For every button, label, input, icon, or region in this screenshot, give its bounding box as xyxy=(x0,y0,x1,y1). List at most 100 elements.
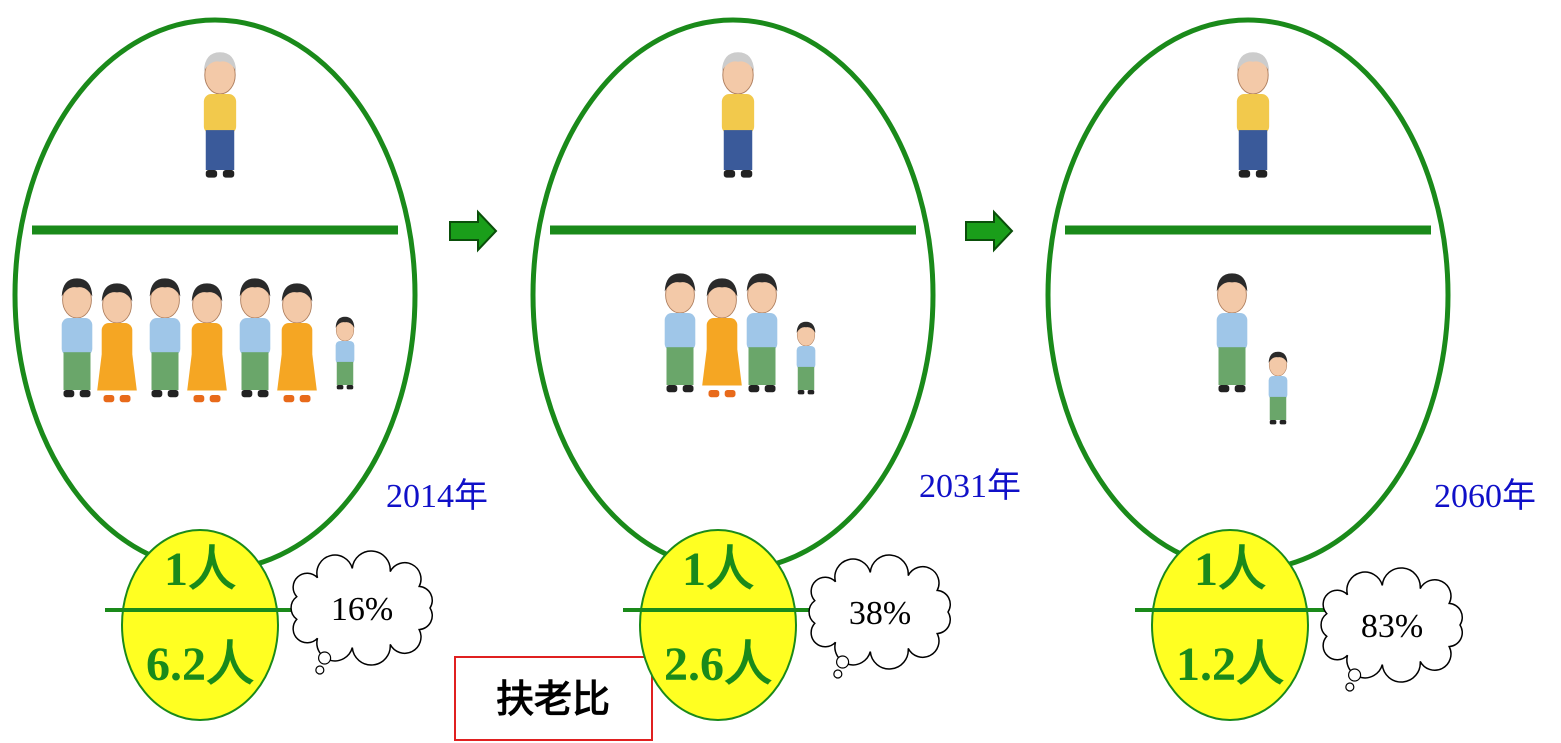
legs xyxy=(337,362,354,385)
skirt xyxy=(97,355,137,391)
person-icon xyxy=(722,52,754,177)
page: 扶老比 2014年 1人 6.2人 16% 2031年 1人 2.6人 38% 2060年 1人 1… xyxy=(0,0,1561,743)
ratio: 38% xyxy=(849,595,911,632)
cloud-dot xyxy=(1349,669,1361,681)
skirt xyxy=(277,355,317,391)
arrow xyxy=(450,212,496,250)
denominator: 2.6人 xyxy=(664,638,772,691)
person-icon xyxy=(62,278,93,397)
person-icon xyxy=(747,273,778,392)
year: 2031年 xyxy=(919,467,1021,505)
torso xyxy=(665,313,696,351)
person-icon xyxy=(277,283,317,402)
ratio: 83% xyxy=(1361,608,1423,645)
foot xyxy=(168,390,179,397)
person-icon xyxy=(187,283,227,402)
torso xyxy=(150,318,181,356)
foot xyxy=(206,170,217,178)
foot xyxy=(337,385,344,389)
torso xyxy=(1237,94,1269,134)
foot xyxy=(1270,420,1277,424)
infographic: 扶老比 2014年 1人 6.2人 16% 2031年 1人 2.6人 38% 2060年 1人 1… xyxy=(0,0,1561,743)
legs xyxy=(1219,347,1246,385)
foot xyxy=(683,385,694,392)
person-icon xyxy=(702,278,742,397)
torso xyxy=(797,346,816,369)
numerator: 1人 xyxy=(164,543,236,596)
foot xyxy=(1235,385,1246,392)
torso xyxy=(62,318,93,356)
panel: 2014年 1人 6.2人 16% xyxy=(15,20,488,720)
person-icon xyxy=(336,317,355,390)
legs xyxy=(1239,130,1268,170)
foot xyxy=(210,395,221,402)
person-icon xyxy=(1269,352,1288,425)
legs xyxy=(724,130,753,170)
cloud-dot xyxy=(319,652,331,664)
torso xyxy=(722,94,754,134)
foot xyxy=(104,395,115,402)
numerator: 1人 xyxy=(1194,543,1266,596)
person-icon xyxy=(797,322,816,395)
denominator: 1.2人 xyxy=(1176,638,1284,691)
foot xyxy=(724,170,735,178)
foot xyxy=(1256,170,1267,178)
foot xyxy=(709,390,720,397)
denominator: 6.2人 xyxy=(146,638,254,691)
foot xyxy=(667,385,678,392)
foot xyxy=(80,390,91,397)
cloud-dot xyxy=(316,666,324,674)
foot xyxy=(1280,420,1287,424)
foot xyxy=(300,395,311,402)
foot xyxy=(194,395,205,402)
torso xyxy=(747,313,778,351)
person-icon xyxy=(150,278,181,397)
legs xyxy=(152,352,179,390)
foot xyxy=(64,390,75,397)
foot xyxy=(741,170,752,178)
numerator: 1人 xyxy=(682,543,754,596)
foot xyxy=(765,385,776,392)
foot xyxy=(798,390,805,394)
person-icon xyxy=(665,273,696,392)
foot xyxy=(242,390,253,397)
cloud-dot xyxy=(834,670,842,678)
panel: 2060年 1人 1.2人 83% xyxy=(1048,20,1536,720)
legs xyxy=(64,352,91,390)
person-icon xyxy=(240,278,271,397)
foot xyxy=(725,390,736,397)
legs xyxy=(242,352,269,390)
legs xyxy=(1270,397,1287,420)
year: 2060年 xyxy=(1434,477,1536,515)
year: 2014年 xyxy=(386,477,488,515)
label: 扶老比 xyxy=(496,677,610,721)
legs xyxy=(206,130,235,170)
cloud-dot xyxy=(837,656,849,668)
person-icon xyxy=(97,283,137,402)
foot xyxy=(284,395,295,402)
foot xyxy=(749,385,760,392)
person-icon xyxy=(1237,52,1269,177)
foot xyxy=(223,170,234,178)
torso xyxy=(240,318,271,356)
torso xyxy=(1217,313,1248,351)
foot xyxy=(1239,170,1250,178)
legs xyxy=(749,347,776,385)
skirt xyxy=(702,350,742,386)
ratio: 16% xyxy=(331,591,393,628)
foot xyxy=(808,390,815,394)
cloud-dot xyxy=(1346,683,1354,691)
person-icon xyxy=(1217,273,1248,392)
skirt xyxy=(187,355,227,391)
arrow xyxy=(966,212,1012,250)
foot xyxy=(1219,385,1230,392)
person-icon xyxy=(204,52,236,177)
foot xyxy=(152,390,163,397)
foot xyxy=(120,395,131,402)
legs xyxy=(667,347,694,385)
foot xyxy=(347,385,354,389)
panel: 2031年 1人 2.6人 38% xyxy=(533,20,1021,720)
foot xyxy=(258,390,269,397)
torso xyxy=(336,341,355,364)
torso xyxy=(1269,376,1288,399)
